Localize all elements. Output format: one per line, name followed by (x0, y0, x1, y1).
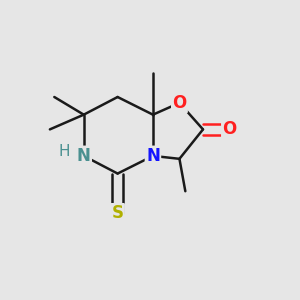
Text: N: N (146, 147, 160, 165)
Text: H: H (59, 144, 70, 159)
Text: O: O (222, 120, 237, 138)
Text: O: O (172, 94, 187, 112)
Text: S: S (112, 204, 124, 222)
Text: N: N (77, 147, 91, 165)
